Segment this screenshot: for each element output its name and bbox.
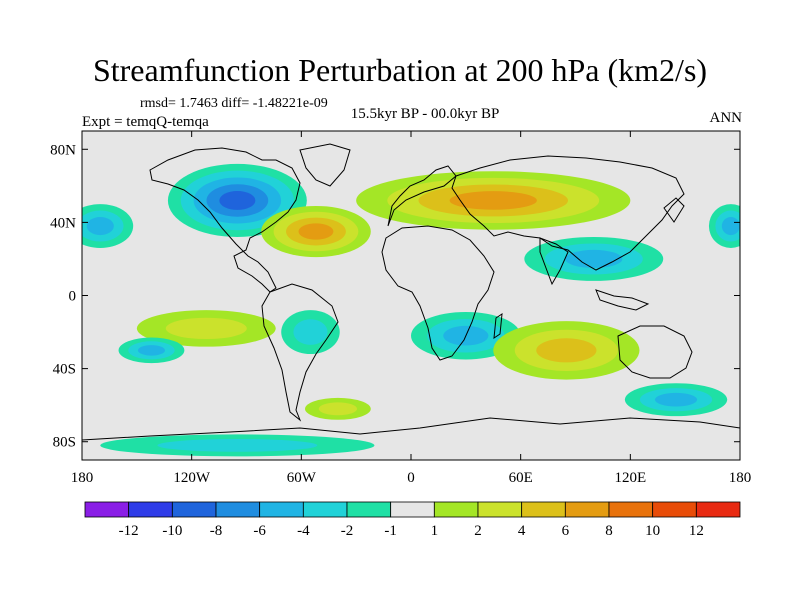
anomaly-12-contour-1 [318,402,358,416]
colorbar-label: 6 [562,523,570,539]
coastline-antarctica [82,417,740,441]
coastline-asia [451,155,685,271]
colorbar-swatch [215,501,261,518]
colorbar-label: 4 [518,523,526,539]
coastline-layer [82,143,740,441]
y-tick-label: 80S [53,435,76,451]
anomaly-9-contour-2 [721,217,740,236]
coastline-japan [663,197,685,223]
colorbar-label: 12 [689,523,704,539]
chart-title: Streamfunction Perturbation at 200 hPa (… [92,52,708,88]
coastline-greenland [299,143,351,187]
anomaly-field-layer [82,163,740,457]
period-label: 15.5kyr BP - 00.0kyr BP [350,106,500,122]
x-tick-label: 0 [407,470,415,486]
colorbar-swatch [695,501,741,518]
y-tick-label: 40S [53,362,76,378]
anomaly-11-contour-1 [293,319,328,345]
colorbar-swatch [477,501,523,518]
x-tick-label: 120W [173,470,211,486]
coastline-indonesia [595,289,650,311]
anomaly-1-contour-3 [298,223,334,240]
colorbar-swatch [608,501,654,518]
coastline-india [539,237,569,286]
x-tick-label: 120E [614,470,646,486]
colorbar-swatch [390,501,435,518]
colorbar-label: 1 [431,523,439,539]
colorbar-swatch [302,501,348,518]
y-axis: 80N 40N 0 40S 80S [50,142,740,451]
anomaly-3-contour-2 [565,249,623,268]
x-tick-label: 60E [509,470,533,486]
colorbar-swatch [259,501,304,518]
anomaly-13-contour-1 [157,438,318,452]
coastline-madagascar [493,312,503,340]
coastline-australia [617,325,693,379]
colorbar-label: -10 [162,523,182,539]
colorbar-label: 10 [645,523,660,539]
anomaly-7-contour-2 [137,345,166,356]
coastline-europe [387,165,457,227]
colorbar-label: -4 [297,523,310,539]
y-tick-label: 0 [69,289,77,305]
colorbar-swatch [171,501,217,518]
colorbar-swatch [346,501,392,518]
colorbar-label: -6 [253,523,266,539]
anomaly-10-contour-2 [654,392,698,407]
colorbar-swatch [652,501,697,518]
colorbar-label: -8 [210,523,223,539]
anomaly-2-contour-3 [449,191,537,210]
anomaly-6-contour-1 [165,317,247,340]
y-tick-label: 80N [50,142,76,158]
colorbar-label: 8 [605,523,613,539]
colorbar-label: -12 [119,523,139,539]
colorbar-label: 2 [474,523,482,539]
coastline-africa [381,225,495,361]
x-tick-label: 180 [71,470,94,486]
colorbar-swatch [564,501,610,518]
rmsd-diff-label: rmsd= 1.7463 diff= -1.48221e-09 [140,96,328,111]
colorbar-swatch [128,501,173,518]
anomaly-5-contour-2 [536,338,597,363]
colorbar: -12 -10 -8 -6 -4 -2 -1 1 2 4 6 8 10 12 [84,501,741,539]
coastline-north-america [149,147,301,293]
x-tick-label: 60W [287,470,317,486]
colorbar-swatch [84,501,130,518]
anomaly-0-contour-4 [219,190,256,210]
x-tick-label: 180 [729,470,752,486]
experiment-label: Expt = temqQ-temqa [82,114,209,130]
colorbar-label: -1 [384,523,397,539]
anomaly-8-contour-2 [86,217,114,236]
season-label: ANN [709,110,743,126]
x-axis: 180 120W 60W 0 60E 120E 180 [71,131,752,486]
colorbar-swatch [521,501,566,518]
colorbar-label: -2 [341,523,354,539]
coastline-south-america [261,283,339,422]
colorbar-swatch [433,501,479,518]
y-tick-label: 40N [50,215,76,231]
